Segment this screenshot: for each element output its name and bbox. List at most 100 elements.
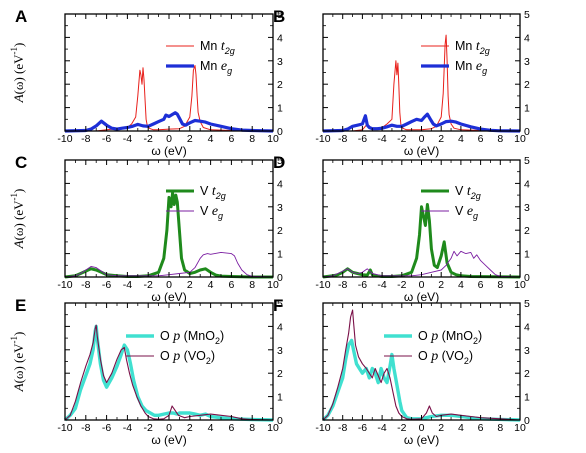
x-axis-label: ω (eV)	[404, 144, 439, 158]
x-tick-label: -4	[123, 133, 132, 145]
legend-label-1: V eg	[200, 204, 223, 221]
y-tick-label: 1	[277, 103, 283, 115]
x-tick-label: 8	[497, 133, 503, 145]
legend-label-0: V t2g	[455, 184, 481, 201]
y-tick-label: 5	[277, 9, 283, 21]
y-tick-label: 3	[524, 345, 530, 357]
y-tick-label: 4	[277, 178, 283, 190]
x-tick-label: 4	[458, 133, 464, 145]
x-tick-label: 2	[438, 279, 444, 291]
x-tick-label: -2	[144, 422, 153, 434]
x-tick-label: 6	[478, 133, 484, 145]
series-line-0	[63, 324, 274, 422]
series-line-1	[322, 309, 521, 421]
x-axis-label: ω (eV)	[151, 290, 186, 304]
x-tick-label: 0	[166, 133, 172, 145]
x-tick-label: 10	[514, 279, 526, 291]
series-line-1	[64, 251, 274, 278]
x-tick-label: -6	[358, 422, 367, 434]
x-tick-label: 8	[497, 279, 503, 291]
x-tick-label: 8	[249, 279, 255, 291]
x-tick-label: -4	[123, 422, 132, 434]
x-tick-label: 10	[514, 133, 526, 145]
x-tick-label: 4	[458, 279, 464, 291]
legend-label-0: V t2g	[200, 184, 226, 201]
y-tick-label: 4	[524, 178, 530, 190]
y-tick-label: 0	[277, 272, 283, 284]
y-axis-label: A(ω) (eV-1)	[9, 189, 26, 250]
series-line-0	[65, 65, 274, 132]
x-tick-label: 6	[478, 279, 484, 291]
y-tick-label: 1	[277, 392, 283, 404]
y-tick-label: 3	[277, 202, 283, 214]
x-tick-label: 4	[208, 422, 214, 434]
series-line-1	[322, 112, 521, 133]
x-tick-label: 0	[419, 422, 425, 434]
panel-letter: E	[15, 296, 26, 315]
series-line-0	[321, 338, 521, 422]
x-tick-label: -2	[397, 422, 406, 434]
panel-letter: A	[15, 7, 27, 26]
x-tick-label: 8	[497, 422, 503, 434]
x-tick-label: -6	[102, 279, 111, 291]
x-tick-label: -10	[315, 279, 330, 291]
x-tick-label: -10	[57, 133, 72, 145]
x-axis-label: ω (eV)	[404, 290, 439, 304]
y-tick-label: 5	[524, 155, 530, 167]
x-tick-label: -2	[144, 279, 153, 291]
x-tick-label: 6	[228, 422, 234, 434]
y-tick-label: 2	[524, 368, 530, 380]
y-tick-label: 1	[524, 392, 530, 404]
y-tick-label: 3	[277, 56, 283, 68]
x-tick-label: -8	[338, 279, 347, 291]
y-tick-label: 0	[524, 415, 530, 427]
x-tick-label: 0	[166, 422, 172, 434]
x-tick-label: 10	[267, 133, 279, 145]
x-tick-label: 8	[249, 422, 255, 434]
x-tick-label: -10	[57, 279, 72, 291]
y-tick-label: 0	[277, 126, 283, 138]
x-tick-label: 10	[267, 279, 279, 291]
x-tick-label: 6	[228, 133, 234, 145]
y-tick-label: 3	[524, 56, 530, 68]
x-tick-label: -10	[57, 422, 72, 434]
x-tick-label: -4	[377, 279, 386, 291]
x-tick-label: -8	[81, 422, 90, 434]
x-tick-label: 2	[187, 133, 193, 145]
series-line-0	[64, 191, 273, 279]
y-tick-label: 4	[524, 321, 530, 333]
y-axis-label: A(ω) (eV-1)	[9, 43, 26, 104]
x-tick-label: -8	[81, 279, 90, 291]
panel-letter: C	[15, 153, 27, 172]
x-tick-label: -6	[358, 133, 367, 145]
y-tick-label: 2	[277, 368, 283, 380]
x-tick-label: 10	[514, 422, 526, 434]
x-tick-label: -8	[338, 133, 347, 145]
series-line-1	[322, 250, 521, 278]
x-tick-label: -10	[315, 422, 330, 434]
y-tick-label: 4	[277, 321, 283, 333]
legend-label-1: Mn eg	[200, 59, 232, 76]
y-tick-label: 5	[277, 155, 283, 167]
y-tick-label: 0	[524, 272, 530, 284]
y-axis-label: A(ω) (eV-1)	[9, 332, 26, 393]
y-tick-label: 3	[524, 202, 530, 214]
series-line-1	[64, 324, 274, 421]
panel-letter: F	[273, 296, 283, 315]
x-tick-label: 10	[267, 422, 279, 434]
x-tick-label: -6	[358, 279, 367, 291]
x-tick-label: 4	[458, 422, 464, 434]
x-tick-label: 8	[249, 133, 255, 145]
panel-letter: D	[273, 153, 285, 172]
y-tick-label: 4	[277, 32, 283, 44]
x-tick-label: -2	[397, 279, 406, 291]
x-tick-label: -8	[81, 133, 90, 145]
y-tick-label: 5	[524, 9, 530, 21]
y-tick-label: 4	[524, 32, 530, 44]
series-line-0	[322, 203, 521, 279]
